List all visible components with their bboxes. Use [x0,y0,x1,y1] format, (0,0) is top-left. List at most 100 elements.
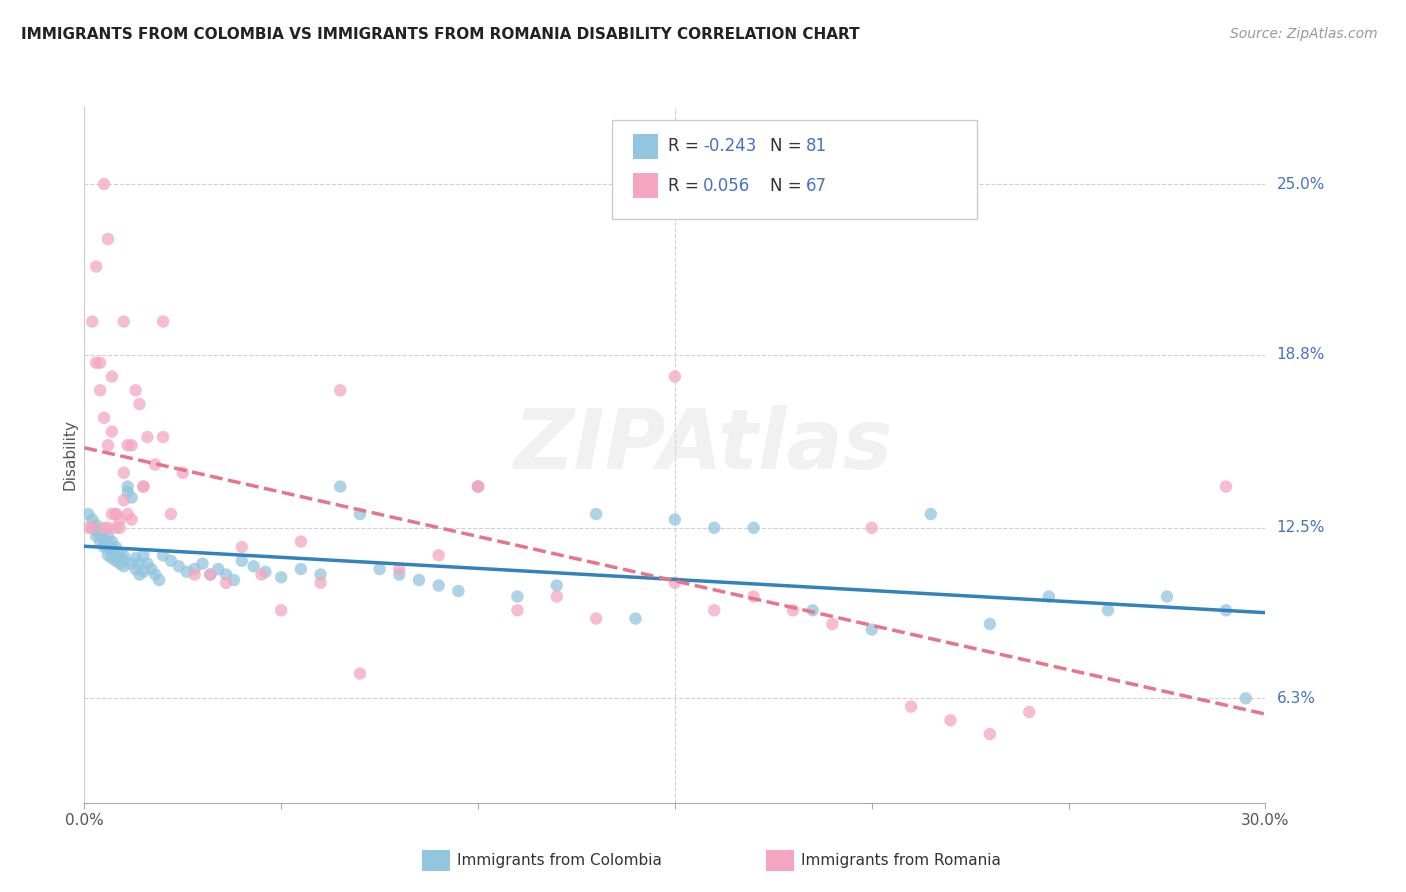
Point [222,573,245,587]
Point [979,617,1001,632]
Point [231,540,253,554]
Point [742,590,765,604]
Point [290,562,312,576]
Point [506,590,529,604]
Point [254,565,277,579]
Point [84,260,107,274]
Point [93,532,115,546]
Point [104,507,127,521]
Point [231,554,253,568]
Point [368,562,391,576]
Point [93,521,115,535]
Point [1156,590,1178,604]
Text: Source: ZipAtlas.com: Source: ZipAtlas.com [1230,27,1378,41]
Text: 81: 81 [806,137,827,155]
Point [112,559,135,574]
Point [128,567,150,582]
Point [742,521,765,535]
Point [143,567,166,582]
Point [117,507,139,521]
Point [82,521,104,535]
Text: ZIPAtlas: ZIPAtlas [513,406,893,486]
Point [920,507,942,521]
Point [104,549,127,563]
Point [112,314,135,328]
Point [97,438,120,452]
Text: 25.0%: 25.0% [1277,177,1324,192]
Point [1038,590,1060,604]
Point [104,521,127,535]
Point [860,623,883,637]
Point [979,727,1001,741]
Point [97,529,120,543]
Point [108,551,131,566]
Point [152,549,174,563]
Point [160,554,183,568]
Point [1097,603,1119,617]
Point [585,611,607,625]
Point [89,356,111,370]
Point [270,570,292,584]
Point [152,314,174,328]
Point [82,521,104,535]
Text: 67: 67 [806,177,827,194]
Point [242,559,264,574]
Point [101,425,124,439]
Point [77,507,100,521]
Point [191,557,214,571]
Point [447,584,470,599]
Text: 6.3%: 6.3% [1277,690,1316,706]
Point [309,567,332,582]
Point [97,540,120,554]
Text: -0.243: -0.243 [703,137,756,155]
Point [121,491,143,505]
Text: IMMIGRANTS FROM COLOMBIA VS IMMIGRANTS FROM ROMANIA DISABILITY CORRELATION CHART: IMMIGRANTS FROM COLOMBIA VS IMMIGRANTS F… [21,27,859,42]
Point [128,557,150,571]
Point [546,578,568,592]
Point [108,521,131,535]
Point [77,521,100,535]
Point [117,438,139,452]
Point [124,551,146,566]
Point [703,603,725,617]
Point [84,524,107,538]
Point [388,567,411,582]
Point [117,485,139,500]
Point [112,549,135,563]
Point [104,554,127,568]
Point [427,549,450,563]
Point [108,545,131,559]
Point [388,562,411,576]
Point [121,512,143,526]
Point [104,507,127,521]
Point [900,699,922,714]
Point [152,430,174,444]
Point [585,507,607,521]
Point [782,603,804,617]
Point [215,575,238,590]
Point [93,177,115,191]
Text: Immigrants from Colombia: Immigrants from Colombia [457,854,662,868]
Point [624,611,647,625]
Point [101,551,124,566]
Point [349,507,371,521]
Point [89,534,111,549]
Point [467,479,489,493]
Point [329,384,352,398]
Point [207,562,229,576]
Text: R =: R = [668,177,704,194]
Point [132,549,155,563]
Text: Immigrants from Romania: Immigrants from Romania [801,854,1001,868]
Point [546,590,568,604]
Point [160,507,183,521]
Point [104,540,127,554]
Text: 12.5%: 12.5% [1277,520,1324,535]
Point [97,549,120,563]
Point [1215,603,1237,617]
Text: 18.8%: 18.8% [1277,347,1324,362]
Point [101,369,124,384]
Point [664,369,686,384]
Point [172,466,194,480]
Point [132,565,155,579]
Point [664,512,686,526]
